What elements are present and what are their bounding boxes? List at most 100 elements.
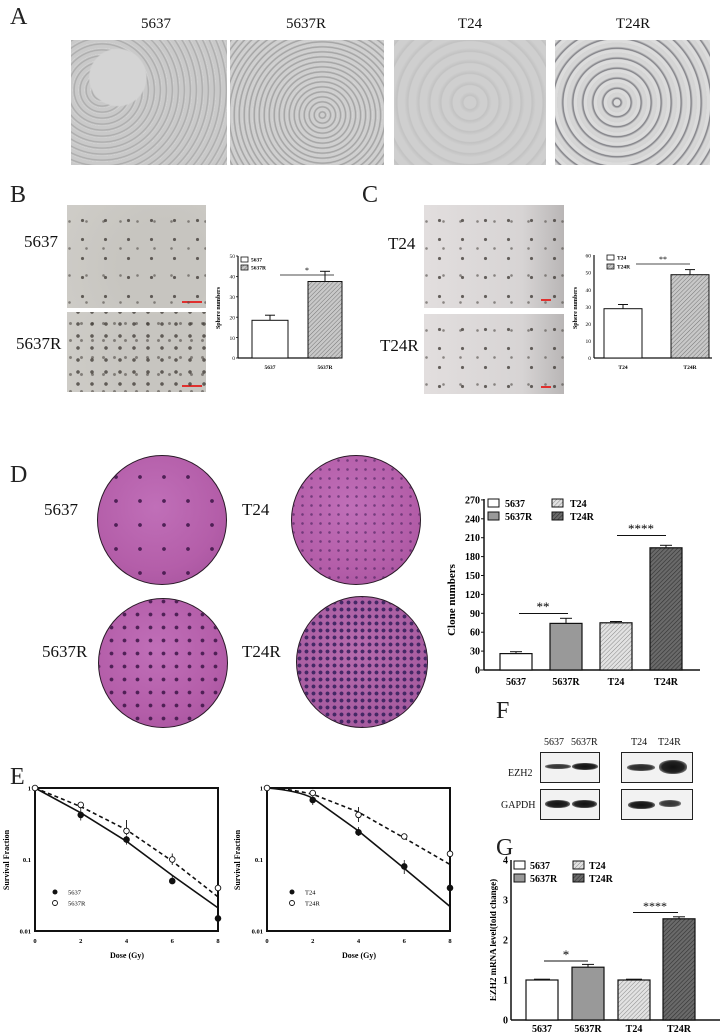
panel-letter-a: A (10, 4, 28, 30)
sphere-image-t24r (424, 314, 564, 394)
svg-text:0: 0 (475, 666, 480, 677)
panel-a-label-t24r: T24R (615, 16, 651, 32)
svg-text:2: 2 (503, 936, 508, 947)
svg-text:60: 60 (470, 628, 480, 639)
row-label-ezh2: EZH2 (508, 768, 533, 779)
panel-b-label-5637r: 5637R (16, 334, 62, 353)
sphere-image-5637r (67, 312, 206, 392)
colony-dish-5637r (98, 598, 228, 728)
svg-text:4: 4 (357, 938, 361, 945)
svg-text:T24R: T24R (667, 1024, 692, 1033)
svg-text:180: 180 (465, 552, 480, 563)
svg-text:T24R: T24R (570, 512, 595, 523)
svg-text:Dose (Gy): Dose (Gy) (110, 951, 144, 960)
blot-ezh2-t24 (621, 752, 693, 783)
svg-text:8: 8 (448, 938, 452, 945)
svg-text:5637: 5637 (530, 861, 550, 872)
svg-text:10: 10 (230, 336, 236, 342)
svg-text:40: 40 (230, 275, 236, 281)
svg-text:30: 30 (586, 305, 592, 311)
svg-text:50: 50 (586, 271, 592, 277)
svg-text:T24R: T24R (617, 265, 631, 271)
sphere-image-t24 (424, 205, 564, 308)
svg-text:0.01: 0.01 (20, 929, 31, 936)
micrograph-5637 (71, 40, 227, 165)
svg-text:T24: T24 (626, 1024, 643, 1033)
svg-text:1: 1 (28, 786, 31, 793)
svg-text:20: 20 (230, 316, 236, 322)
panel-letter-e: E (10, 764, 25, 790)
micrograph-t24 (394, 40, 546, 165)
svg-text:270: 270 (465, 495, 480, 506)
lane-label-5637r: 5637R (571, 737, 598, 748)
svg-text:Survival Fraction: Survival Fraction (2, 829, 11, 890)
svg-text:20: 20 (586, 322, 592, 328)
svg-text:EZH2 mRNA level(fold change): EZH2 mRNA level(fold change) (490, 879, 498, 1001)
scale-bar (541, 299, 551, 301)
svg-text:5637: 5637 (68, 890, 82, 897)
svg-text:Dose (Gy): Dose (Gy) (342, 951, 376, 960)
svg-text:T24R: T24R (305, 901, 320, 908)
svg-text:*: * (305, 266, 309, 275)
svg-text:2: 2 (79, 938, 82, 945)
panel-letter-c: C (362, 182, 379, 208)
micrograph-5637r (230, 40, 384, 165)
svg-text:**: ** (659, 255, 667, 264)
micrograph-t24r (555, 40, 710, 165)
svg-text:6: 6 (403, 938, 407, 945)
dish-label-5637: 5637 (44, 500, 78, 519)
blot-gapdh-5637 (540, 789, 600, 820)
svg-text:Survival Fraction: Survival Fraction (233, 829, 242, 890)
chart-b-sphere-numbers: 0 10 20 30 40 50 Sphere numbers * 5637 5637R… (216, 254, 343, 371)
svg-text:T24: T24 (618, 365, 627, 371)
svg-text:1: 1 (260, 786, 263, 793)
blot-ezh2-5637 (540, 752, 600, 783)
svg-text:T24: T24 (617, 256, 626, 262)
dish-label-t24: T24 (242, 500, 270, 519)
svg-text:0: 0 (503, 1016, 508, 1027)
svg-text:5637: 5637 (505, 499, 525, 510)
panel-c-label-t24: T24 (388, 234, 416, 253)
lane-label-t24r: T24R (658, 737, 681, 748)
scale-bar (182, 301, 202, 303)
svg-text:30: 30 (230, 295, 236, 301)
svg-text:0: 0 (265, 938, 268, 945)
svg-text:4: 4 (125, 938, 129, 945)
panel-letter-f: F (496, 698, 510, 724)
panel-c-label-t24r: T24R (380, 336, 419, 355)
svg-text:40: 40 (586, 288, 592, 294)
scale-bar (541, 386, 551, 388)
svg-text:T24R: T24R (589, 874, 614, 885)
svg-text:T24: T24 (589, 861, 606, 872)
svg-text:5637: 5637 (532, 1024, 552, 1033)
svg-text:240: 240 (465, 514, 480, 525)
svg-text:6: 6 (171, 938, 175, 945)
svg-text:T24: T24 (608, 677, 625, 685)
panel-b-label-5637: 5637 (24, 232, 58, 251)
svg-text:****: **** (643, 899, 667, 913)
svg-text:0.01: 0.01 (252, 929, 263, 936)
panel-letter-d: D (10, 462, 28, 488)
svg-text:150: 150 (465, 571, 480, 582)
svg-text:****: **** (628, 521, 654, 536)
svg-text:Sphere numbers: Sphere numbers (573, 286, 579, 329)
svg-text:Clone numbers: Clone numbers (446, 563, 458, 636)
svg-text:1: 1 (503, 976, 508, 987)
svg-text:5637R: 5637R (574, 1024, 602, 1033)
svg-text:90: 90 (470, 609, 480, 620)
svg-text:5637: 5637 (506, 677, 526, 685)
chart-e-survival-t24: 1 0.1 0.01 0 2 4 6 8 Dose (Gy) Survival Fracti… (233, 784, 454, 960)
svg-text:0.1: 0.1 (255, 857, 263, 864)
svg-text:3: 3 (503, 896, 508, 907)
svg-text:5637R: 5637R (318, 365, 334, 371)
blot-gapdh-t24 (621, 789, 693, 820)
svg-text:50: 50 (230, 254, 236, 260)
dish-label-5637r: 5637R (42, 642, 88, 661)
svg-text:0: 0 (33, 938, 36, 945)
svg-text:0: 0 (588, 356, 591, 362)
svg-text:210: 210 (465, 533, 480, 544)
svg-text:*: * (563, 947, 570, 962)
svg-text:5637R: 5637R (530, 874, 558, 885)
svg-text:120: 120 (465, 590, 480, 601)
panel-a-label-5637r: 5637R (285, 16, 326, 32)
